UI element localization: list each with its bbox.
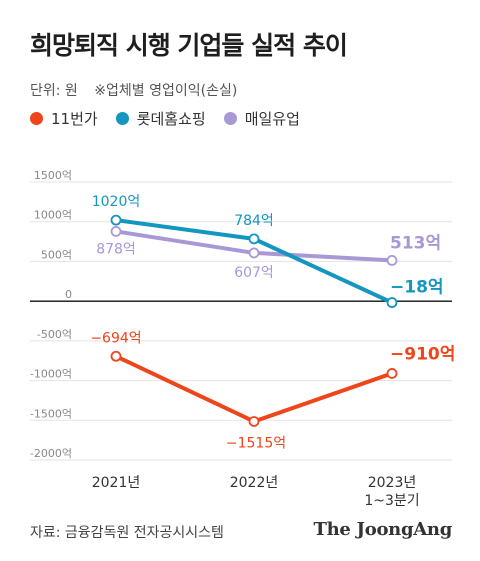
data-point-11st: [110, 350, 122, 362]
legend-label-lotte: 롯데홈쇼핑: [136, 110, 206, 128]
source-note: 자료: 금융감독원 전자공시시스템: [30, 525, 224, 541]
data-label-maeil: 607억: [234, 265, 274, 281]
y-tick-label: -1500억: [30, 407, 72, 420]
data-point-maeil: [248, 247, 260, 259]
legend-swatch-lotte: [115, 112, 129, 125]
legend-label-maeil: 매일유업: [244, 110, 300, 128]
unit-label: 단위: 원: [30, 83, 78, 99]
data-label-11st: −694억: [90, 330, 141, 346]
legend-swatch-maeil: [223, 112, 237, 125]
data-label-11st: −1515억: [226, 435, 286, 451]
data-label-lotte: 1020억: [92, 194, 141, 210]
data-point-lotte: [386, 297, 398, 308]
legend-item-11st: 11번가: [30, 108, 98, 129]
data-point-lotte: [110, 214, 122, 226]
legend-swatch-11st: [30, 112, 43, 125]
y-tick-label: 1500억: [34, 169, 72, 182]
data-point-11st: [386, 368, 398, 379]
y-tick-label: 1000억: [34, 209, 72, 222]
y-tick-label: -2000억: [30, 447, 72, 460]
x-tick-label: 1~3분기: [364, 493, 419, 509]
data-label-11st: −910억: [390, 344, 455, 364]
data-label-lotte: 784억: [234, 213, 274, 229]
note-label: ※업체별 영업이익(손실): [94, 83, 238, 99]
legend-item-maeil: 매일유업: [223, 108, 300, 129]
chart-title: 희망퇴직 시행 기업들 실적 추이: [30, 31, 348, 60]
x-tick-label: 2021년: [92, 475, 141, 491]
data-point-lotte: [248, 233, 260, 245]
x-tick-label: 2023년: [368, 475, 417, 491]
data-point-maeil: [110, 226, 122, 237]
series-line-11st: [114, 354, 394, 424]
y-tick-label: 0: [65, 288, 72, 301]
y-tick-label: 500억: [41, 248, 72, 261]
data-label-maeil: 878억: [96, 241, 136, 257]
data-point-11st: [248, 416, 260, 427]
unit-row: 단위: 원 ※업체별 영업이익(손실): [30, 80, 249, 100]
brand-logo: The JoongAng: [313, 519, 453, 540]
legend-item-lotte: 롯데홈쇼핑: [115, 108, 206, 129]
legend: 11번가 롯데홈쇼핑 매일유업: [30, 108, 318, 129]
data-point-maeil: [386, 254, 398, 266]
data-label-maeil: 513억: [390, 233, 441, 253]
legend-label-11st: 11번가: [51, 110, 98, 128]
data-label-lotte: −18억: [390, 278, 444, 298]
x-tick-label: 2022년: [230, 475, 279, 491]
y-tick-label: -500억: [37, 328, 72, 341]
y-tick-label: -1000억: [30, 368, 72, 381]
